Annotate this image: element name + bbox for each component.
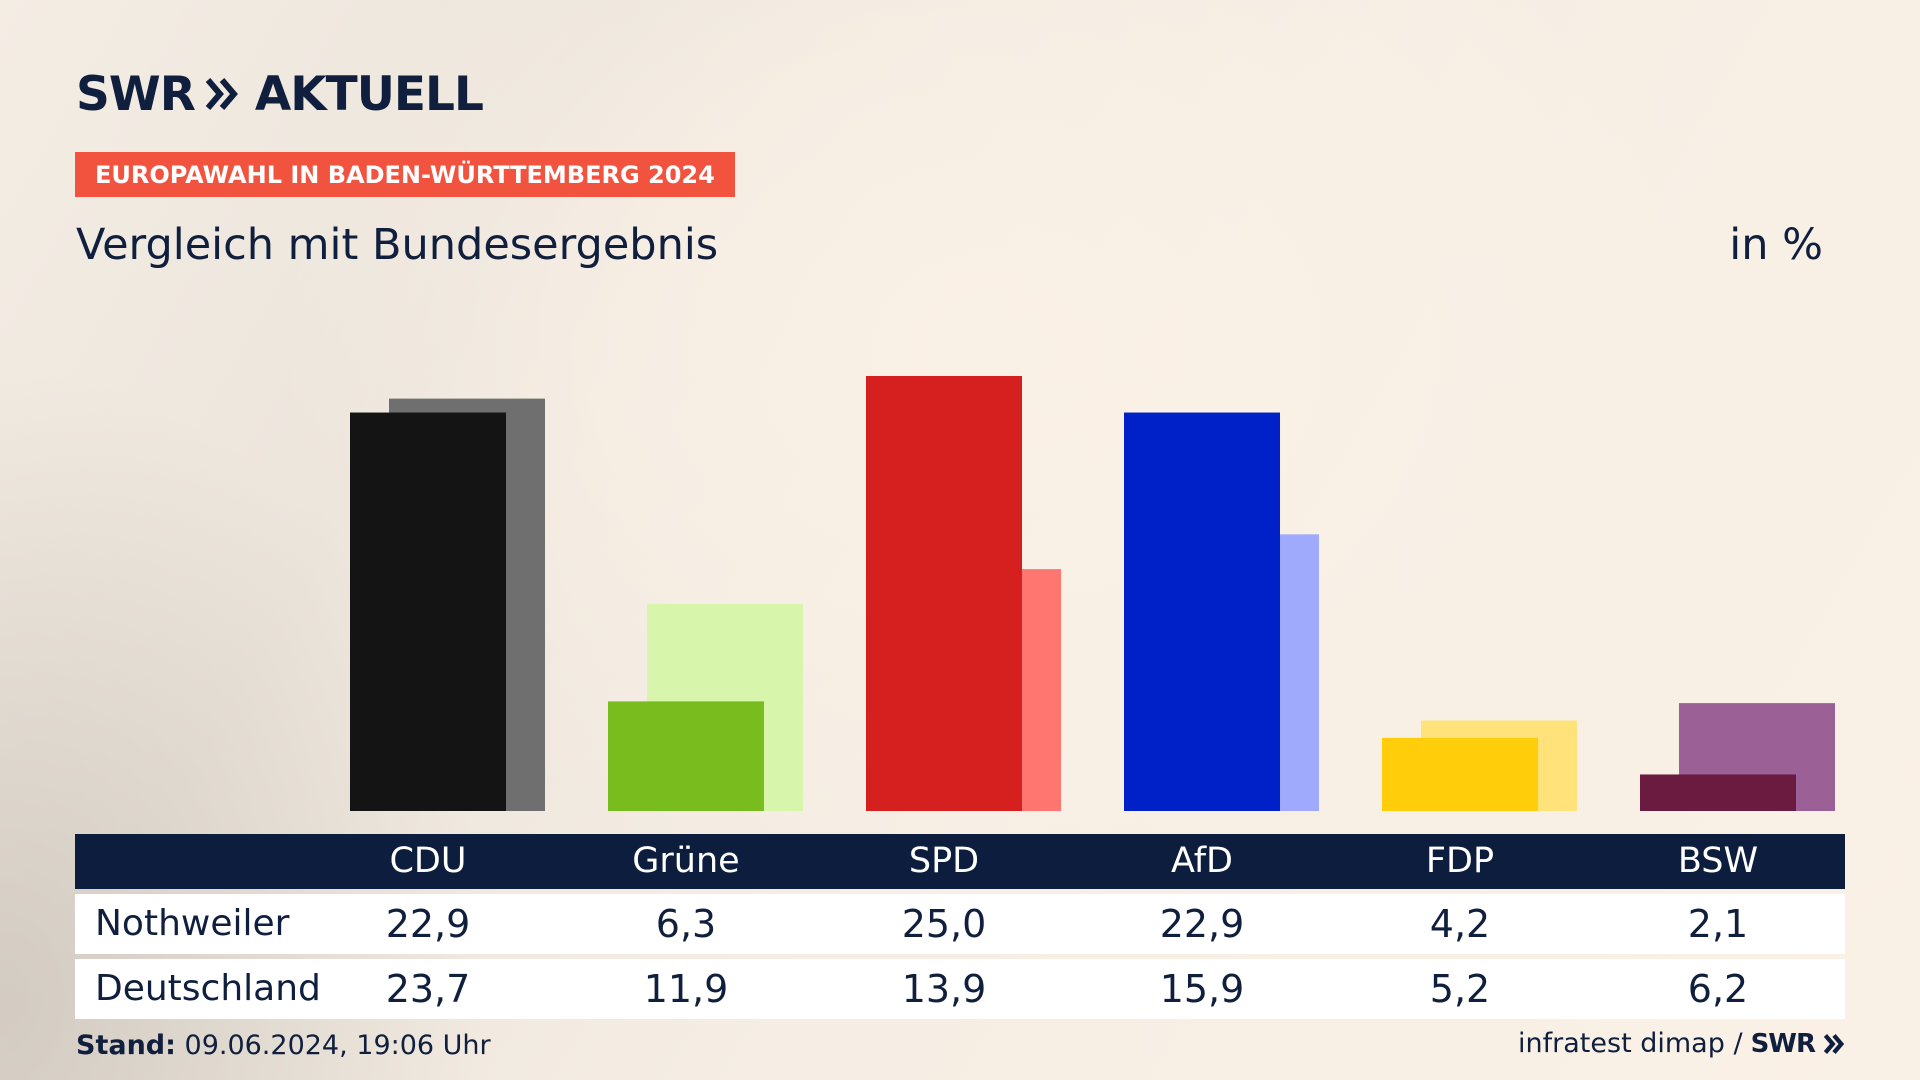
bar-nothweiler-cdu <box>350 412 506 811</box>
table-row: Nothweiler 22,9 6,3 25,0 22,9 4,2 2,1 <box>75 894 1845 954</box>
swr-aktuell-logo: SWR AKTUELL <box>76 64 484 124</box>
footer-chevron-icon <box>1823 1033 1845 1054</box>
table-row: Deutschland 23,7 11,9 13,9 15,9 5,2 6,2 <box>75 959 1845 1019</box>
double-chevron-icon <box>205 78 238 110</box>
data-label-deutschland-afd: 15,9 <box>1159 967 1245 1011</box>
column-header-bsw: BSW <box>1677 841 1759 881</box>
data-label-deutschland-fdp: 5,2 <box>1429 967 1491 1011</box>
bar-nothweiler-afd <box>1124 412 1280 811</box>
column-header-fdp: FDP <box>1425 841 1495 881</box>
bar-chart <box>350 376 1835 811</box>
data-label-deutschland-cdu: 23,7 <box>385 967 471 1011</box>
data-label-nothweiler-grüne: 6,3 <box>655 902 717 946</box>
data-label-deutschland-bsw: 6,2 <box>1687 967 1749 1011</box>
source-text: infratest dimap / <box>1518 1028 1743 1059</box>
data-label-nothweiler-fdp: 4,2 <box>1429 902 1491 946</box>
data-label-nothweiler-afd: 22,9 <box>1159 902 1245 946</box>
chart-title: Vergleich mit Bundesergebnis <box>76 220 719 270</box>
stand-value: 09.06.2024, 19:06 Uhr <box>184 1030 491 1061</box>
table-header: CDU Grüne SPD AfD FDP BSW <box>75 834 1845 889</box>
row-label-nothweiler: Nothweiler <box>95 903 290 944</box>
data-label-nothweiler-spd: 25,0 <box>901 902 987 946</box>
column-header-cdu: CDU <box>389 841 467 881</box>
footer-logo-text: SWR <box>1750 1028 1816 1059</box>
bar-nothweiler-bsw <box>1640 774 1796 811</box>
data-label-nothweiler-cdu: 22,9 <box>385 902 471 946</box>
timestamp: Stand: 09.06.2024, 19:06 Uhr <box>76 1030 491 1061</box>
bar-nothweiler-fdp <box>1382 737 1538 811</box>
logo-text: SWR <box>76 66 196 122</box>
kicker-label: EUROPAWAHL IN BADEN-WÜRTTEMBERG 2024 <box>75 152 735 197</box>
row-label-deutschland: Deutschland <box>95 968 321 1009</box>
data-label-nothweiler-bsw: 2,1 <box>1687 902 1749 946</box>
unit-label: in % <box>1729 220 1823 270</box>
data-label-deutschland-spd: 13,9 <box>901 967 987 1011</box>
results-table: CDU Grüne SPD AfD FDP BSW Nothweiler 22,9 6,3 2… <box>75 834 1845 1019</box>
column-header-spd: SPD <box>908 841 980 881</box>
bar-nothweiler-spd <box>866 376 1022 811</box>
stand-label: Stand: <box>76 1030 176 1061</box>
data-label-deutschland-grüne: 11,9 <box>643 967 729 1011</box>
column-header-afd: AfD <box>1171 841 1233 881</box>
bar-nothweiler-grüne <box>608 701 764 811</box>
column-header-grüne: Grüne <box>632 841 740 881</box>
logo-suffix: AKTUELL <box>254 66 484 122</box>
source-credit: infratest dimap / SWR <box>1518 1028 1845 1059</box>
